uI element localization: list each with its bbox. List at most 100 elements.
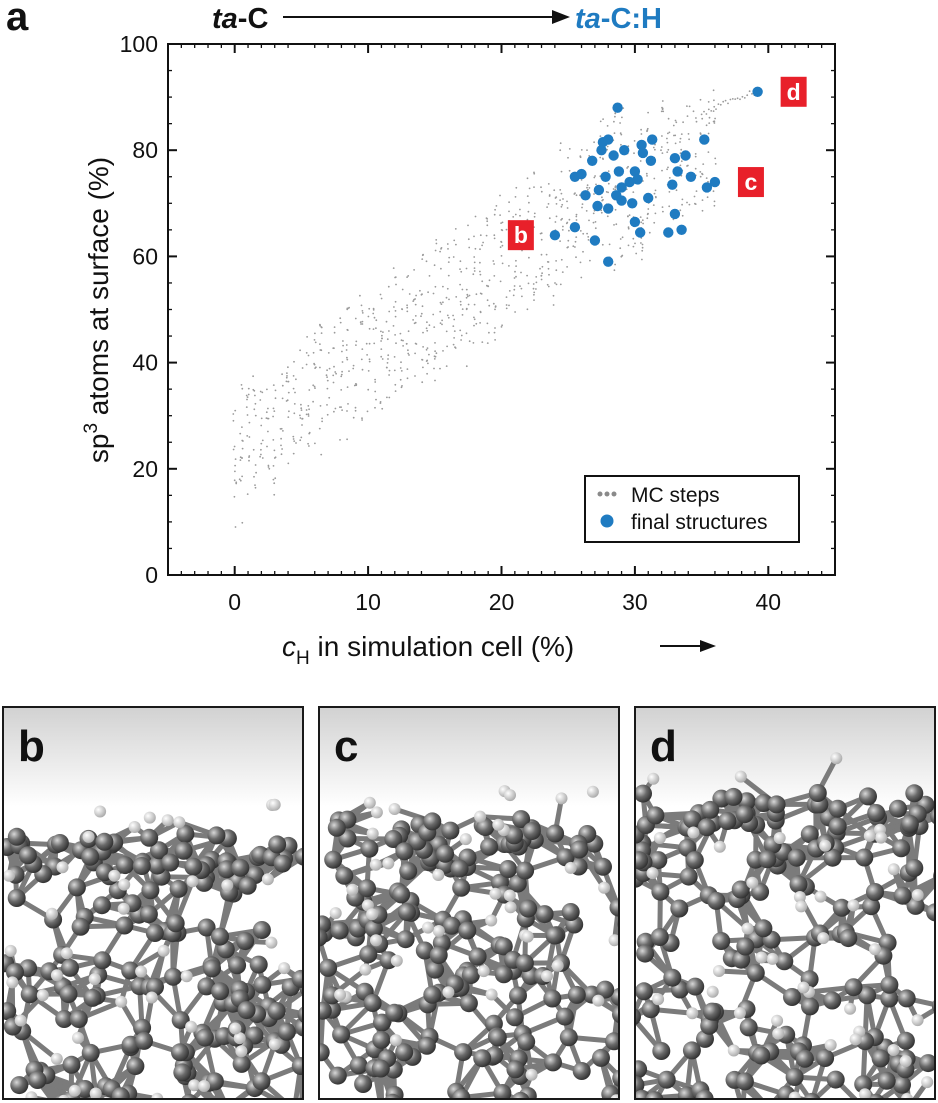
mc-step-dot: [407, 352, 410, 355]
mc-step-dot: [474, 215, 477, 218]
mc-step-dot: [333, 365, 335, 368]
highlight-box-b: [507, 220, 534, 251]
mc-step-dot: [559, 199, 561, 202]
carbon-atom: [746, 963, 765, 982]
mc-step-dot: [368, 307, 371, 310]
hydrogen-atom: [586, 785, 599, 798]
mc-step-dot: [394, 315, 397, 318]
mc-step-dot: [486, 224, 489, 227]
mc-step-dot: [647, 111, 649, 114]
hydrogen-atom: [869, 943, 881, 956]
mc-step-dot: [639, 216, 642, 219]
mc-step-dot: [461, 288, 464, 291]
hydrogen-atom: [863, 829, 876, 842]
structure-panel-d: d: [634, 706, 936, 1100]
mc-step-dot: [606, 145, 609, 148]
mc-step-dot: [261, 391, 264, 394]
final-structure-point: [549, 230, 561, 241]
mc-step-dot: [279, 428, 282, 430]
mc-step-dot: [533, 293, 535, 296]
mc-step-dot: [386, 338, 389, 341]
hydrogen-atom: [366, 827, 379, 840]
mc-step-dot: [241, 475, 244, 478]
carbon-atom: [10, 1076, 29, 1095]
mc-step-dot: [307, 413, 310, 416]
mc-step-dot: [493, 331, 496, 334]
mc-step-dot: [434, 342, 436, 344]
mc-step-dot: [500, 255, 503, 257]
mc-step-dot: [708, 122, 711, 124]
mc-step-dot: [695, 190, 698, 193]
mc-step-dot: [392, 325, 395, 327]
carbon-atom: [892, 839, 911, 858]
mc-step-dot: [601, 243, 604, 246]
final-structure-point: [613, 166, 625, 177]
mc-step-dot: [414, 352, 416, 355]
mc-step-dot: [559, 142, 562, 145]
mc-step-dot: [368, 358, 371, 361]
mc-step-dot: [574, 240, 577, 243]
carbon-atom: [164, 967, 183, 986]
mc-step-dot: [300, 407, 303, 410]
hydrogen-atom: [50, 969, 63, 982]
mc-step-dot: [699, 175, 702, 178]
mc-step-dot: [287, 462, 290, 465]
hydrogen-atom: [485, 914, 498, 927]
mc-step-dot: [541, 265, 544, 268]
carbon-atom: [195, 1028, 214, 1047]
mc-step-dot: [406, 368, 409, 370]
mc-step-dot: [407, 349, 409, 352]
mc-step-dot: [515, 275, 517, 278]
hydrogen-atom: [887, 1044, 900, 1056]
mc-step-dot: [460, 339, 462, 341]
carbon-atom: [252, 921, 271, 939]
mc-step-dot: [345, 344, 348, 346]
mc-step-dot: [295, 378, 297, 381]
carbon-atom: [461, 966, 480, 984]
mc-step-dot: [332, 347, 335, 349]
carbon-atom: [396, 930, 415, 949]
mc-step-dot: [467, 238, 470, 241]
mc-step-dot: [586, 232, 588, 235]
carbon-atom: [760, 1099, 778, 1100]
final-structure-point: [637, 147, 649, 159]
carbon-atom: [203, 959, 221, 978]
carbon-atom: [211, 927, 229, 946]
carbon-atom: [452, 878, 471, 897]
mc-step-dot: [748, 90, 751, 93]
mc-step-dot: [675, 189, 678, 192]
mc-step-dot: [614, 186, 617, 189]
carbon-atom: [354, 1075, 373, 1093]
carbon-atom: [166, 914, 185, 933]
mc-step-dot: [686, 115, 689, 117]
structure-c-render: [320, 708, 618, 1098]
carbon-atom: [828, 799, 847, 818]
mc-step-dot: [540, 190, 543, 193]
mc-step-dot: [646, 217, 649, 220]
mc-step-dot: [273, 449, 276, 452]
mc-step-dot: [666, 137, 668, 140]
mc-step-dot: [346, 438, 348, 441]
mc-step-dot: [281, 397, 284, 400]
mc-step-dot: [615, 223, 618, 226]
carbon-atom: [115, 916, 134, 935]
mc-step-dot: [299, 349, 301, 352]
mc-step-dot: [499, 214, 501, 217]
mc-step-dot: [446, 345, 448, 348]
mc-step-dot: [452, 325, 455, 327]
mc-step-dot: [560, 170, 563, 173]
x-tick-label: 20: [489, 589, 515, 615]
final-structure-point: [636, 139, 647, 151]
mc-step-dot: [559, 283, 562, 286]
carbon-atom: [801, 997, 819, 1016]
mc-step-dot: [588, 187, 591, 189]
mc-step-dot: [232, 448, 235, 451]
carbon-atom: [454, 1043, 473, 1062]
carbon-atom: [363, 994, 382, 1012]
mc-step-dot: [453, 239, 456, 242]
mc-step-dot: [248, 459, 250, 462]
carbon-atom: [880, 975, 899, 994]
mc-step-dot: [439, 310, 442, 313]
carbon-atom: [295, 847, 302, 866]
carbon-atom: [161, 853, 180, 872]
